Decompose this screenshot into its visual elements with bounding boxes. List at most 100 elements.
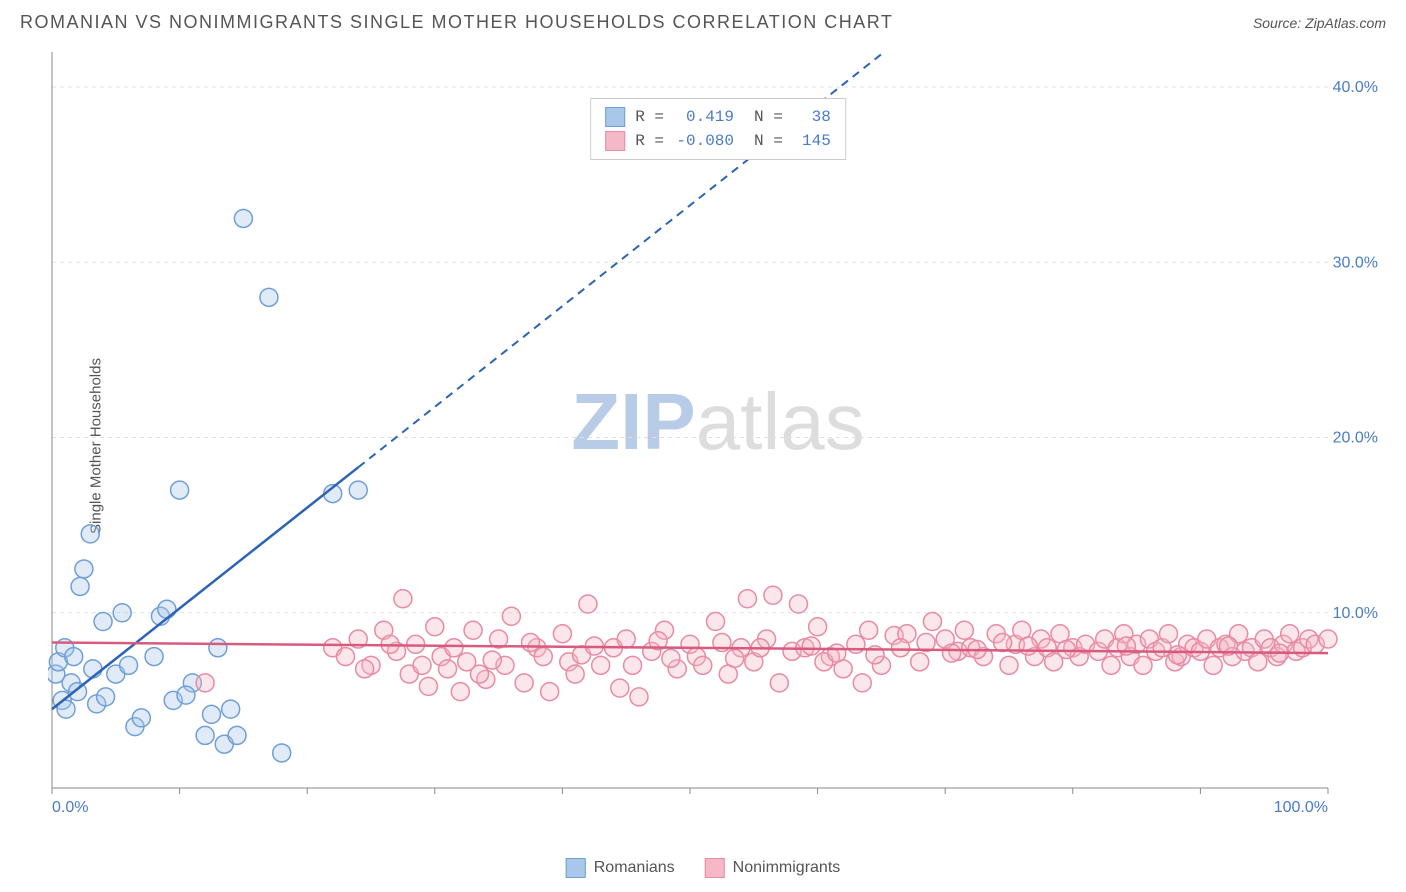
data-point: [81, 525, 99, 543]
stat-n-value: 145: [793, 129, 831, 153]
legend-label: Romanians: [594, 859, 675, 877]
data-point: [222, 700, 240, 718]
trend-line: [52, 467, 358, 709]
x-tick-label: 100.0%: [1274, 799, 1328, 816]
data-point: [451, 683, 469, 701]
source-name: ZipAtlas.com: [1305, 15, 1386, 31]
data-point: [515, 674, 533, 692]
data-point: [1057, 641, 1075, 659]
data-point: [522, 634, 540, 652]
legend-series: Romanians Nonimmigrants: [566, 858, 841, 878]
y-tick-label: 10.0%: [1333, 605, 1378, 622]
data-point: [113, 604, 131, 622]
data-point: [502, 607, 520, 625]
data-point: [1000, 656, 1018, 674]
data-point: [611, 679, 629, 697]
data-point: [413, 656, 431, 674]
data-point: [847, 635, 865, 653]
data-point: [694, 656, 712, 674]
data-point: [707, 613, 725, 631]
data-point: [426, 618, 444, 636]
stat-n-label: N =: [754, 129, 783, 153]
data-point: [1281, 625, 1299, 643]
data-point: [809, 618, 827, 636]
data-point: [541, 683, 559, 701]
data-point: [566, 665, 584, 683]
data-point: [145, 648, 163, 666]
y-tick-label: 40.0%: [1333, 79, 1378, 96]
data-point: [617, 630, 635, 648]
data-point: [196, 674, 214, 692]
data-point: [203, 705, 221, 723]
legend-stat-row: R =-0.080N =145: [605, 129, 831, 153]
data-point: [209, 639, 227, 657]
data-point: [923, 613, 941, 631]
data-point: [1019, 637, 1037, 655]
data-point: [1249, 653, 1267, 671]
data-point: [770, 674, 788, 692]
data-point: [171, 481, 189, 499]
data-point: [911, 653, 929, 671]
data-point: [553, 625, 571, 643]
legend-item: Nonimmigrants: [705, 858, 841, 878]
data-point: [260, 288, 278, 306]
data-point: [1204, 656, 1222, 674]
data-point: [177, 686, 195, 704]
stat-r-value: 0.419: [674, 105, 734, 129]
data-point: [1134, 656, 1152, 674]
data-point: [349, 481, 367, 499]
data-point: [1160, 625, 1178, 643]
y-tick-label: 20.0%: [1333, 430, 1378, 447]
stat-r-value: -0.080: [674, 129, 734, 153]
legend-stat-row: R =0.419N =38: [605, 105, 831, 129]
data-point: [94, 613, 112, 631]
data-point: [592, 656, 610, 674]
legend-swatch: [605, 107, 625, 127]
data-point: [764, 586, 782, 604]
source-prefix: Source:: [1253, 15, 1305, 31]
data-point: [464, 621, 482, 639]
data-point: [97, 688, 115, 706]
data-point: [158, 600, 176, 618]
scatter-plot: 10.0% 20.0% 30.0% 40.0% 0.0% 100.0%: [48, 48, 1388, 828]
data-point: [132, 709, 150, 727]
data-point: [789, 595, 807, 613]
header: ROMANIAN VS NONIMMIGRANTS SINGLE MOTHER …: [20, 12, 1386, 33]
legend-swatch: [705, 858, 725, 878]
data-point: [273, 744, 291, 762]
stat-n-label: N =: [754, 105, 783, 129]
data-point: [394, 590, 412, 608]
data-point: [828, 644, 846, 662]
data-point: [738, 590, 756, 608]
data-point: [356, 660, 374, 678]
data-point: [534, 648, 552, 666]
x-tick-label: 0.0%: [52, 799, 88, 816]
data-point: [65, 648, 83, 666]
data-point: [630, 688, 648, 706]
data-point: [439, 660, 457, 678]
data-point: [71, 577, 89, 595]
stat-r-label: R =: [635, 105, 664, 129]
legend-item: Romanians: [566, 858, 675, 878]
data-point: [955, 621, 973, 639]
data-point: [445, 639, 463, 657]
data-point: [336, 648, 354, 666]
data-point: [802, 637, 820, 655]
data-point: [1168, 646, 1186, 664]
data-point: [943, 644, 961, 662]
data-point: [483, 651, 501, 669]
data-point: [234, 209, 252, 227]
data-point: [84, 660, 102, 678]
legend-stats: R =0.419N =38R =-0.080N =145: [590, 98, 846, 160]
data-point: [1102, 656, 1120, 674]
data-point: [662, 649, 680, 667]
legend-label: Nonimmigrants: [733, 859, 841, 877]
data-point: [120, 656, 138, 674]
data-point: [853, 674, 871, 692]
y-tick-label: 30.0%: [1333, 254, 1378, 271]
data-point: [196, 726, 214, 744]
data-point: [579, 595, 597, 613]
chart-area: ZIPatlas 10.0%20.0%30.0%40.0%0.0%100.0% …: [48, 48, 1388, 828]
data-point: [1319, 630, 1337, 648]
data-point: [860, 621, 878, 639]
